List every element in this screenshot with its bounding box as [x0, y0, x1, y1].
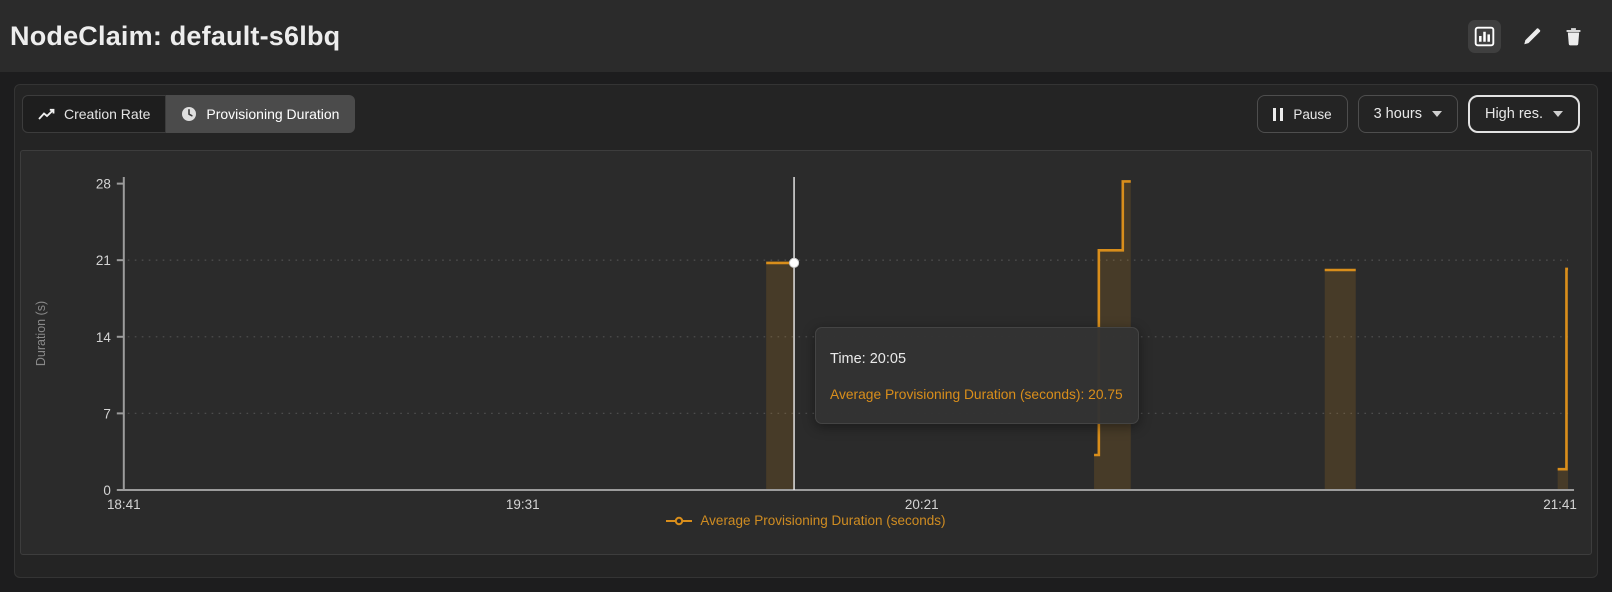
svg-text:21: 21 [96, 253, 111, 268]
provisioning-duration-chart[interactable]: 0 7 14 21 28 18:41 19:31 20:21 21:41 Duration (s) [21, 151, 1591, 554]
chart-view-button[interactable] [1468, 19, 1501, 53]
tab-creation-rate[interactable]: Creation Rate [22, 95, 167, 133]
svg-text:0: 0 [103, 483, 110, 498]
bar-chart-icon [1474, 26, 1495, 47]
svg-text:14: 14 [96, 330, 111, 345]
metric-card: Creation Rate Provisioning Duration Paus… [14, 84, 1598, 578]
toolbar-controls: Pause 3 hours High res. [1257, 95, 1580, 133]
trend-line-icon [38, 108, 55, 121]
resolution-value: High res. [1484, 106, 1543, 122]
legend-label: Average Provisioning Duration (seconds) [700, 513, 946, 528]
chevron-down-icon [1553, 111, 1563, 117]
svg-text:21:41: 21:41 [1543, 497, 1577, 512]
svg-text:20:21: 20:21 [905, 497, 939, 512]
tooltip-time: Time: 20:05 [830, 351, 907, 367]
clock-icon [181, 106, 197, 122]
time-range-select[interactable]: 3 hours [1357, 95, 1458, 133]
header-actions [1468, 19, 1584, 53]
metric-tabs: Creation Rate Provisioning Duration [22, 95, 356, 133]
delete-button[interactable] [1563, 26, 1584, 47]
pause-label: Pause [1293, 106, 1332, 122]
pause-icon [1273, 107, 1284, 121]
tab-provisioning-duration[interactable]: Provisioning Duration [166, 95, 356, 133]
tooltip-value: Average Provisioning Duration (seconds):… [830, 387, 1123, 402]
trash-icon [1563, 26, 1584, 47]
page-title: NodeClaim: default-s6lbq [10, 20, 341, 51]
svg-text:18:41: 18:41 [107, 497, 141, 512]
chart-panel: 0 7 14 21 28 18:41 19:31 20:21 21:41 Duration (s)… [20, 150, 1592, 555]
resolution-select[interactable]: High res. [1467, 95, 1580, 133]
svg-text:Duration (s): Duration (s) [34, 301, 48, 366]
pencil-icon [1521, 25, 1543, 47]
page-header: NodeClaim: default-s6lbq [0, 0, 1612, 72]
tab-label: Creation Rate [64, 106, 151, 122]
svg-text:28: 28 [96, 177, 111, 192]
svg-text:19:31: 19:31 [506, 497, 540, 512]
legend-marker-icon [666, 516, 693, 526]
chart-legend[interactable]: Average Provisioning Duration (seconds) [21, 513, 1591, 528]
chart-tooltip: Time: 20:05 Average Provisioning Duratio… [815, 327, 1139, 424]
edit-button[interactable] [1521, 25, 1543, 47]
tab-label: Provisioning Duration [206, 106, 340, 122]
pause-button[interactable]: Pause [1257, 95, 1348, 133]
chart-toolbar: Creation Rate Provisioning Duration Paus… [20, 95, 1592, 133]
time-range-value: 3 hours [1373, 106, 1422, 122]
chevron-down-icon [1431, 111, 1442, 117]
svg-text:7: 7 [103, 406, 110, 421]
